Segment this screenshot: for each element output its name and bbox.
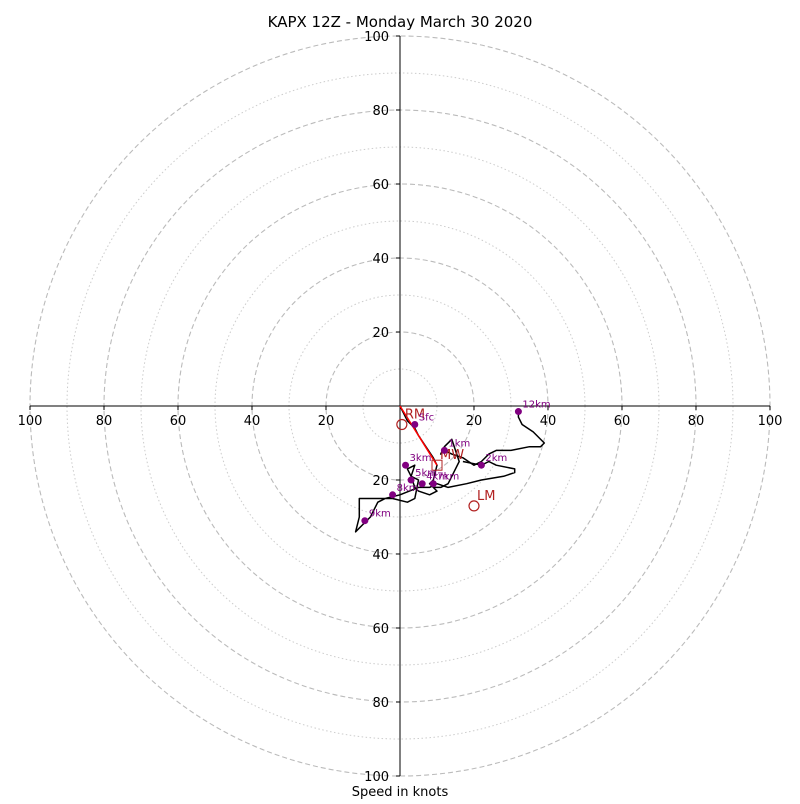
x-tick-label: 40 bbox=[540, 414, 557, 429]
height-label-9km: 9km bbox=[369, 509, 391, 520]
x-tick-label: 20 bbox=[318, 414, 335, 429]
x-tick-label: 80 bbox=[96, 414, 113, 429]
x-tick-label: 60 bbox=[614, 414, 631, 429]
height-point-2km bbox=[477, 461, 485, 469]
height-label-1km: 1km bbox=[448, 438, 470, 449]
height-point-sfc bbox=[411, 421, 419, 428]
mw-storm-motion-marker bbox=[431, 459, 443, 471]
y-tick-label: 80 bbox=[372, 104, 389, 119]
y-tick-label: 100 bbox=[364, 30, 389, 45]
y-tick-label: 20 bbox=[372, 326, 389, 341]
x-axis-label: Speed in knots bbox=[352, 785, 449, 800]
height-label-4km: 4km bbox=[426, 472, 448, 483]
y-tick-label: 60 bbox=[372, 178, 389, 193]
y-tick-label: 80 bbox=[372, 696, 389, 711]
lm-storm-motion-label: LM bbox=[477, 489, 495, 504]
y-tick-label: 40 bbox=[372, 252, 389, 267]
x-tick-label: 100 bbox=[758, 414, 783, 429]
height-label-12km: 12km bbox=[522, 400, 550, 411]
bunkers-deviation-line bbox=[399, 405, 438, 466]
x-tick-label: 40 bbox=[244, 414, 261, 429]
height-point-7km bbox=[429, 480, 437, 488]
height-label-2km: 2km bbox=[485, 453, 507, 464]
hodograph-trace-lower bbox=[354, 460, 516, 533]
height-point-3km bbox=[402, 461, 410, 469]
y-tick-label: 100 bbox=[364, 770, 389, 785]
y-tick-label: 20 bbox=[372, 474, 389, 489]
height-label-5km: 5km bbox=[415, 468, 437, 479]
x-tick-label: 80 bbox=[688, 414, 705, 429]
height-point-8km bbox=[389, 491, 397, 499]
chart-title: KAPX 12Z - Monday March 30 2020 bbox=[268, 13, 533, 31]
height-point-12km bbox=[514, 408, 522, 416]
x-tick-label: 20 bbox=[466, 414, 483, 429]
height-label-7km: 7km bbox=[437, 472, 459, 483]
height-point-5km bbox=[407, 476, 415, 484]
y-tick-label: 60 bbox=[372, 622, 389, 637]
height-point-9km bbox=[361, 517, 369, 525]
rm-storm-motion-label: RM bbox=[405, 408, 425, 423]
x-tick-label: 60 bbox=[170, 414, 187, 429]
y-tick-label: 40 bbox=[372, 548, 389, 563]
height-label-3km: 3km bbox=[410, 453, 432, 464]
lm-storm-motion-marker bbox=[468, 500, 480, 512]
height-label-sfc: Sfc bbox=[419, 413, 434, 424]
height-point-1km bbox=[440, 446, 448, 454]
height-label-8km: 8km bbox=[397, 483, 419, 494]
height-point-4km bbox=[418, 480, 426, 488]
x-tick-label: 100 bbox=[18, 414, 43, 429]
rm-storm-motion-marker bbox=[396, 418, 408, 431]
